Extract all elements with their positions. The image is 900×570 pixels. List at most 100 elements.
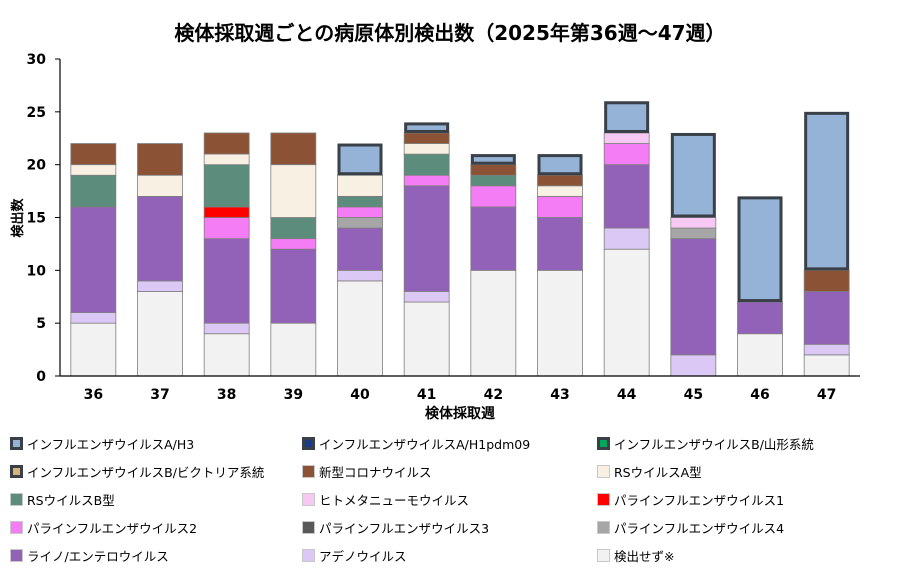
bar-segment <box>803 354 850 377</box>
legend-swatch <box>597 520 610 534</box>
bar-segment <box>470 154 516 165</box>
bar-segment <box>203 132 250 155</box>
legend-item: パラインフルエンザウイルス3 <box>302 516 489 538</box>
legend-label: RSウイルスA型 <box>614 464 702 480</box>
bar-segment <box>403 153 450 176</box>
bar-segment <box>337 206 383 218</box>
bar-segment <box>537 154 583 176</box>
x-tick-label: 40 <box>350 387 370 403</box>
legend-label: 検出せず※ <box>614 548 675 564</box>
legend-item: インフルエンザウイルスA/H3 <box>10 432 194 454</box>
legend-swatch <box>597 436 610 450</box>
legend-label: パラインフルエンザウイルス2 <box>27 520 198 536</box>
legend-item: パラインフルエンザウイルス1 <box>597 488 784 510</box>
legend-swatch <box>10 520 23 534</box>
bar-segment <box>404 122 450 133</box>
x-tick-label: 39 <box>284 387 303 403</box>
bar-segment <box>137 195 183 282</box>
bar-segment <box>470 174 517 187</box>
bar-segment <box>337 280 383 377</box>
bar-segment <box>537 195 583 218</box>
bar-segment <box>403 132 450 144</box>
bar-segment <box>137 291 183 377</box>
legend-swatch <box>597 464 610 478</box>
bar-segment <box>804 111 850 271</box>
legend-swatch <box>10 464 23 478</box>
legend-item: アデノウイルス <box>302 544 407 566</box>
legend-item: インフルエンザウイルスA/H1pdm09 <box>302 432 530 454</box>
legend-swatch <box>597 548 610 562</box>
y-tick-label: 5 <box>36 316 46 332</box>
legend-swatch <box>302 464 315 478</box>
bar-segment <box>537 174 583 187</box>
bar-segment <box>603 143 650 166</box>
legend-label: 新型コロナウイルス <box>319 464 432 480</box>
bar-segment <box>70 312 117 324</box>
y-tick-label: 10 <box>27 263 47 279</box>
legend-swatch <box>302 520 315 534</box>
bar-segment <box>70 174 117 208</box>
legend-label: インフルエンザウイルスA/H1pdm09 <box>319 436 531 452</box>
bar-segment <box>670 238 717 356</box>
bar-segment <box>337 227 383 271</box>
legend-label: ヒトメタニューモウイルス <box>319 492 470 508</box>
chart-title: 検体採取週ごとの病原体別検出数（2025年第36週～47週） <box>174 21 725 45</box>
legend-label: インフルエンザウイルスB/山形系統 <box>614 436 814 452</box>
bar-segment <box>203 333 250 377</box>
bar-segment <box>470 164 517 176</box>
bar-segment <box>203 322 250 335</box>
bar-segment <box>203 238 250 324</box>
legend-item: インフルエンザウイルスB/山形系統 <box>597 432 814 454</box>
bar-segment <box>270 217 317 240</box>
x-tick-label: 37 <box>150 387 169 403</box>
bar-segment <box>737 196 783 303</box>
chart-legend: インフルエンザウイルスA/H3 インフルエンザウイルスA/H1pdm09 インフルエ… <box>0 428 900 570</box>
y-tick-label: 25 <box>27 105 46 121</box>
bar-segment <box>203 164 250 208</box>
bar-segment <box>403 291 450 303</box>
bar-segment <box>203 206 250 218</box>
bar-segment <box>537 269 583 377</box>
legend-swatch <box>302 548 315 562</box>
bar-segment <box>203 217 250 240</box>
bar-segment <box>137 174 183 197</box>
x-axis-label: 検体採取週 <box>425 405 495 422</box>
legend-swatch <box>597 492 610 506</box>
bar-segment <box>70 206 117 313</box>
bar-segment <box>603 164 650 229</box>
x-tick-label: 45 <box>684 387 703 403</box>
x-tick-label: 38 <box>217 387 236 403</box>
x-tick-label: 47 <box>817 387 836 403</box>
y-tick-label: 15 <box>27 211 46 227</box>
legend-swatch <box>10 436 23 450</box>
legend-item: ライノ/エンテロウイルス <box>10 544 169 566</box>
legend-label: パラインフルエンザウイルス1 <box>614 492 785 508</box>
legend-item: インフルエンザウイルスB/ビクトリア系統 <box>10 460 264 482</box>
bar-segment <box>470 185 517 208</box>
y-tick-label: 0 <box>36 369 46 385</box>
bar-segment <box>70 164 117 176</box>
bar-segment <box>137 280 183 292</box>
x-tick-label: 46 <box>750 387 769 403</box>
x-tick-label: 41 <box>417 387 436 403</box>
bar-segment <box>70 322 117 377</box>
bar-segment <box>803 269 850 292</box>
bar-segment <box>337 217 383 229</box>
stacked-bar-chart: 検体採取週ごとの病原体別検出数（2025年第36週～47週） 検出数 0 5 10 15 2… <box>10 21 860 422</box>
bar-segment <box>270 248 317 324</box>
bar-segment <box>403 301 450 377</box>
bar-segment <box>270 164 317 218</box>
legend-label: インフルエンザウイルスA/H3 <box>27 436 195 452</box>
legend-swatch <box>10 548 23 562</box>
legend-swatch <box>302 492 315 506</box>
bar-segment <box>403 143 450 155</box>
bar-segment <box>603 248 650 377</box>
x-tick-label: 44 <box>617 387 637 403</box>
bar-segment <box>537 217 583 271</box>
y-axis-label: 検出数 <box>10 198 26 238</box>
bar-segment <box>70 143 117 166</box>
legend-swatch <box>10 492 23 506</box>
bar-segment <box>603 132 650 144</box>
y-tick-label: 20 <box>27 158 47 174</box>
legend-item: 新型コロナウイルス <box>302 460 432 482</box>
